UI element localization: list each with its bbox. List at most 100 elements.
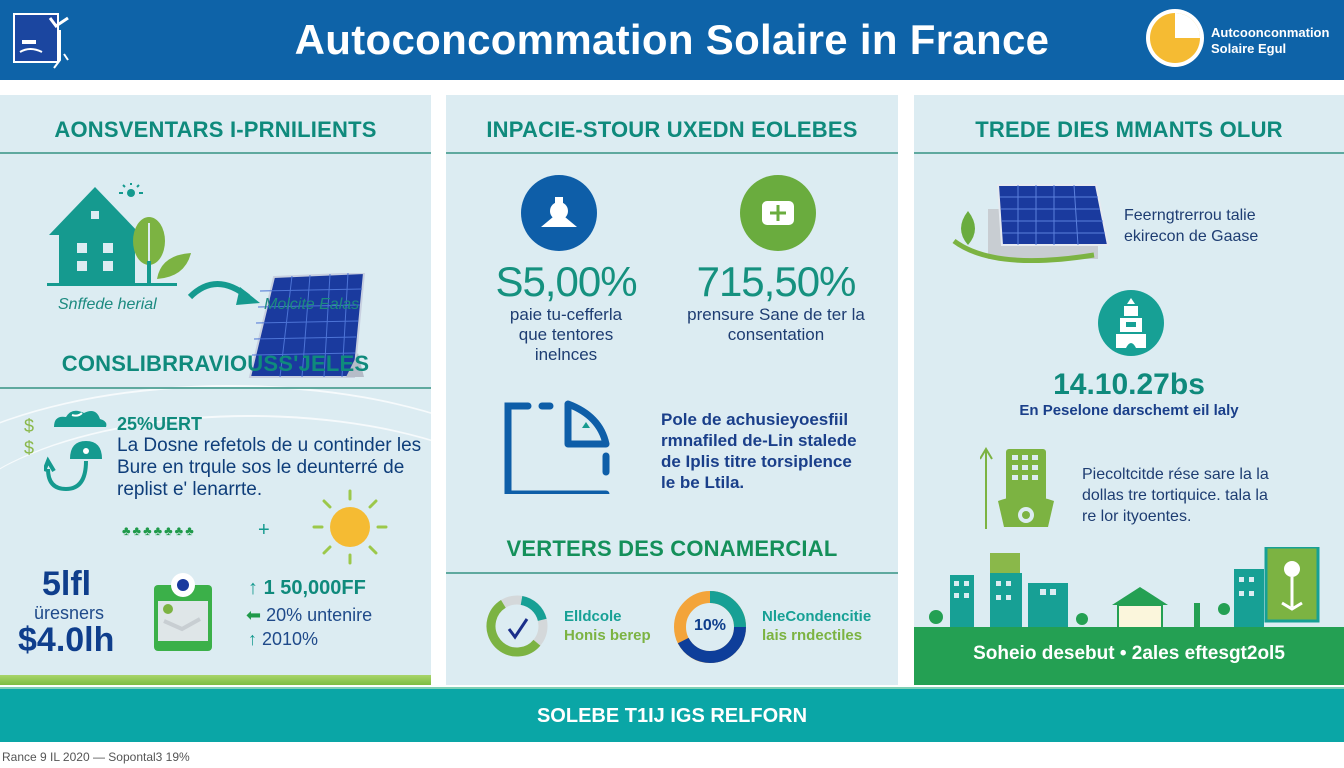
text-line: ekirecon de Gaase [1124, 228, 1259, 245]
desc-line: paie tu-cefferla [509, 305, 623, 324]
brand-line-1: Autcoonconmation [1211, 25, 1330, 40]
donut-ring [674, 591, 746, 663]
decorative-swoosh [0, 385, 431, 685]
divider [0, 387, 431, 389]
footer-banner: SOLEBE T1IJ IGS RELFORN [0, 687, 1344, 742]
hand-money-icon: ⬅ [246, 605, 262, 625]
panel-right-big-stat-sub: En Peselone darschemt eil laly [1019, 402, 1239, 419]
panel-center-subtitle: VERTERS DES CONAMERCIAL [506, 536, 838, 561]
donut1-label-1: Elldcole [564, 608, 622, 625]
header-bar: Autoconcommation Solaire in France Autco… [0, 0, 1344, 80]
panel-right-big-stat: 14.10.27bs [1053, 368, 1205, 401]
green-banner [914, 627, 1344, 685]
document-chart-icon [504, 400, 610, 494]
metric2-value: 715,50% [696, 258, 857, 305]
divider [446, 572, 898, 574]
divider [0, 152, 431, 154]
text-line: Feerngtrerrou talie [1124, 207, 1256, 224]
savings-text: La Dosne refetols de u continder les Bur… [117, 435, 421, 501]
stat-row: ↑ 1 50,000FF [248, 577, 366, 600]
medical-kit-icon [762, 201, 794, 225]
panel-right-text-1: Feerngtrerrou talie ekirecon de Gaase [1124, 205, 1258, 247]
metric1-value: S5,00% [495, 258, 637, 305]
doc-line: rmnafiled de-Lin stalede [661, 431, 857, 450]
stat-row: ↑ 2010% [248, 629, 318, 650]
savings-text-line: replist e' lenarrte. [117, 479, 263, 500]
document-text: Pole de achusieyoesfiil rmnafiled de-Lin… [661, 409, 857, 493]
panel-left-title: AONSVENTARS I-PRNILIENTS [54, 117, 377, 142]
big-stat-top: 5lfl [42, 565, 92, 603]
desc-line: consentation [727, 325, 825, 344]
panel-right-title: TREDE DIES MMANTS OLUR [975, 117, 1283, 142]
stat-value: 1 50,000FF [263, 577, 366, 599]
money-card-icon [154, 573, 212, 651]
panel-caption: Molcite Ealas [264, 296, 360, 313]
savings-text-line: Bure en trqule sos le deunterré de [117, 457, 405, 478]
text-line: re lor ityoentes. [1082, 508, 1192, 525]
page-title: Autoconcommation Solaire in France [294, 16, 1050, 63]
big-stat-label: üresners [34, 603, 105, 623]
panel-center: INPACIE-STOUR UXEDN EOLEBES S5,00% 715,5… [446, 95, 898, 685]
panel-right-text-2: Piecoltcitde rése sare la la dollas tre … [1082, 464, 1269, 527]
desc-line: que tentores [518, 325, 614, 344]
percent-donut-chart: 10% [672, 589, 748, 665]
building-growth-icon [980, 447, 1054, 529]
flask-icon [541, 197, 577, 227]
metric2-description: prensure Sane de ter la consentation [666, 305, 886, 345]
stat-row: ⬅ 20% untenire [246, 605, 372, 626]
green-banner-text: Soheio desebut • 2ales eftesgt2ol5 [973, 643, 1285, 664]
desc-line: prensure Sane de ter la [687, 305, 865, 324]
donut-center-value: 10% [693, 617, 727, 634]
brand-badge: Autcoonconmation Solaire Egul [1145, 8, 1340, 70]
big-stat-bottom: $4.0lh [18, 621, 115, 659]
metric2-icon-circle [740, 175, 816, 251]
panel-right: TREDE DIES MMANTS OLUR Feerngtrerrou tal… [914, 95, 1344, 685]
sun-icon [312, 489, 388, 565]
panel-center-title: INPACIE-STOUR UXEDN EOLEBES [486, 117, 858, 142]
doc-line: Pole de achusieyoesfiil [661, 410, 849, 429]
brand-line-2: Solaire Egul [1211, 41, 1287, 56]
savings-text-line: La Dosne refetols de u continder les [117, 435, 422, 456]
stat-value: 20% untenire [266, 605, 373, 625]
savings-headline: 25%UERT [117, 414, 203, 434]
doc-line: de Iplis titre torsiplence [661, 452, 852, 471]
eco-house-icon [47, 183, 191, 286]
landmark-icon-circle [1098, 290, 1164, 356]
desc-line: inelnces [534, 345, 598, 364]
divider [914, 152, 1344, 154]
footnote-source: Rance 9 IL 2020 — Sopontal3 19% [2, 750, 190, 764]
decorative-swoosh [0, 415, 431, 675]
solar-panel-icon [248, 273, 366, 378]
divider [446, 152, 898, 154]
doc-line: le be Ltila. [661, 473, 745, 492]
growth-icon: ↑ [248, 629, 257, 649]
grass-strip [0, 675, 431, 685]
rooftop-solar-icon [952, 184, 1110, 264]
arrow-up-icon: ↑ [248, 577, 258, 599]
stat-value: 2010% [262, 629, 319, 649]
house-caption: Snffede herial [58, 296, 157, 313]
panel-left-subtitle: CONSLIBRRAVIOUSS'JELES [61, 351, 370, 376]
city-hall-icon [1116, 298, 1146, 348]
check-icon [507, 618, 529, 640]
panel-left: AONSVENTARS I-PRNILIENTS [0, 95, 431, 685]
footer-banner-text: SOLEBE T1IJ IGS RELFORN [536, 705, 808, 727]
cloud-cycle-icon [44, 410, 107, 492]
donut2-label-2: lais rndectiles [762, 627, 863, 644]
check-donut-chart [486, 595, 548, 657]
city-skyline-illustration [914, 547, 1344, 631]
text-line: Piecoltcitde rése sare la la [1082, 466, 1269, 483]
metric1-description: paie tu-cefferla que tentores inelnces [466, 305, 666, 365]
plus-icon: + [258, 519, 270, 541]
brand-text: Autcoonconmation Solaire Egul [1211, 25, 1329, 57]
document-logo-icon [13, 13, 69, 69]
pie-chart-icon [1146, 9, 1204, 67]
dollar-signs-icon: $ $ [24, 416, 35, 458]
leaf-row-icon: ♣♣♣♣♣♣♣ [122, 523, 196, 538]
donut1-label-2: Honis berep [564, 627, 651, 644]
curved-arrow-icon [187, 281, 260, 305]
metric1-icon-circle [521, 175, 597, 251]
text-line: dollas tre tortiquice. tala la [1082, 487, 1268, 504]
donut2-label-1: NleCondencitie [762, 608, 872, 625]
